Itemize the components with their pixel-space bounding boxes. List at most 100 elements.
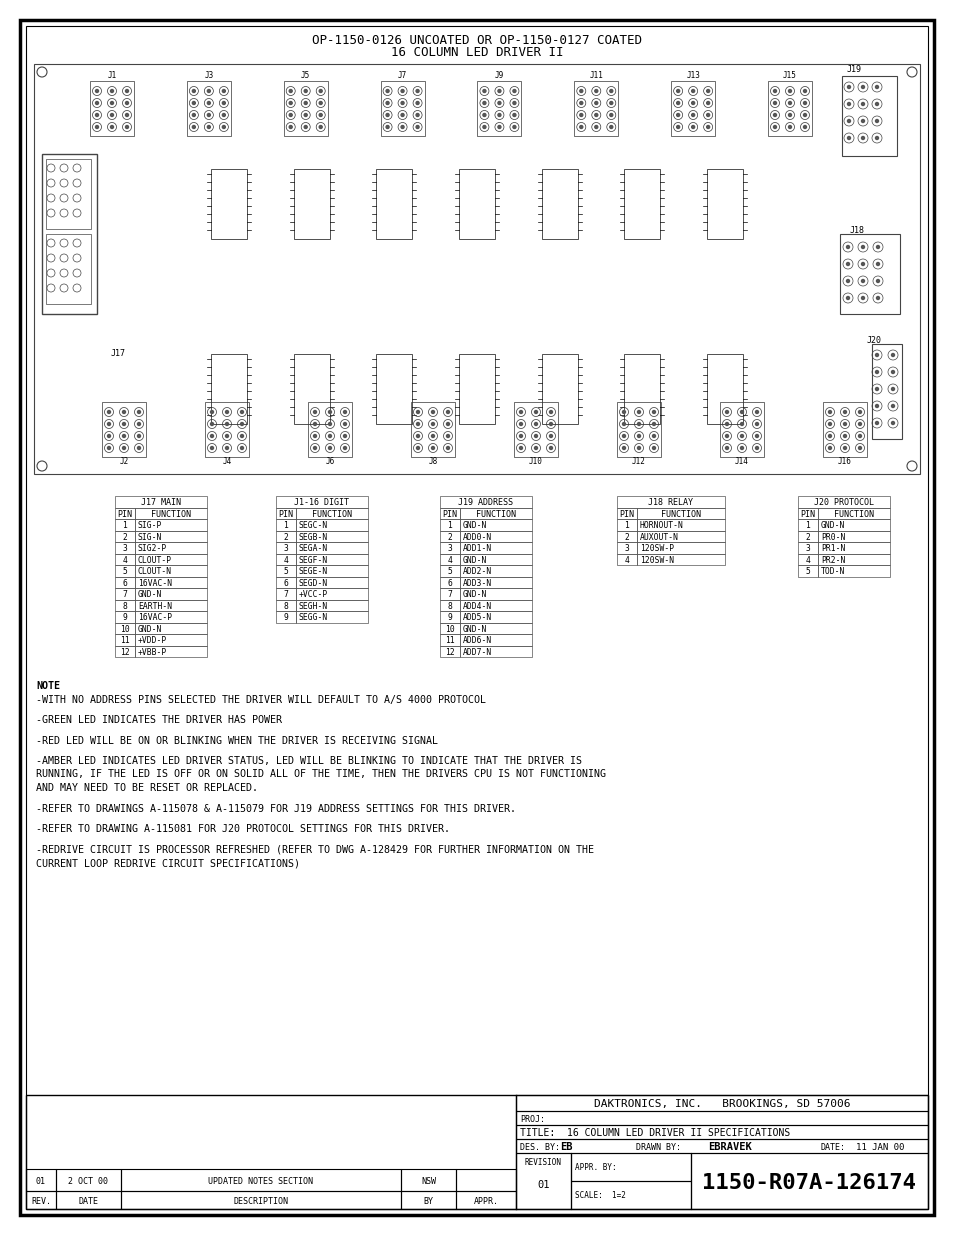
Circle shape [676, 89, 679, 93]
Bar [275, 564, 295, 577]
Circle shape [802, 101, 805, 105]
Text: 10: 10 [120, 625, 130, 634]
Text: 9: 9 [122, 614, 128, 622]
Text: J19: J19 [846, 65, 862, 74]
Text: J6: J6 [325, 457, 335, 466]
Circle shape [652, 410, 655, 414]
Circle shape [594, 126, 598, 128]
Bar [135, 508, 207, 519]
Circle shape [858, 410, 861, 414]
Circle shape [637, 410, 639, 414]
Text: 12: 12 [120, 647, 130, 657]
Circle shape [211, 435, 213, 437]
Circle shape [579, 114, 582, 116]
Circle shape [827, 435, 831, 437]
Bar [459, 611, 532, 622]
Circle shape [724, 447, 728, 450]
Text: J8: J8 [428, 457, 437, 466]
Circle shape [386, 114, 389, 116]
Text: ADD6-N: ADD6-N [462, 636, 492, 645]
Circle shape [416, 101, 418, 105]
Text: SEGA-N: SEGA-N [298, 545, 328, 553]
Circle shape [740, 410, 742, 414]
Bar [817, 564, 889, 577]
Bar [767, 82, 811, 136]
Bar [516, 1139, 927, 1153]
Bar [26, 1095, 927, 1209]
Text: -AMBER LED INDICATES LED DRIVER STATUS, LED WILL BE BLINKING TO INDICATE THAT TH: -AMBER LED INDICATES LED DRIVER STATUS, … [36, 756, 581, 766]
Circle shape [126, 114, 129, 116]
Text: PR0-N: PR0-N [821, 532, 844, 542]
Text: 1150-R07A-126174: 1150-R07A-126174 [701, 1173, 916, 1193]
Text: PR2-N: PR2-N [821, 556, 844, 564]
Bar [275, 599, 295, 611]
Circle shape [222, 114, 225, 116]
Circle shape [845, 263, 848, 266]
Text: J4: J4 [222, 457, 232, 466]
Text: 4: 4 [122, 556, 128, 564]
Bar [459, 577, 532, 588]
Bar [135, 531, 207, 542]
Text: 5: 5 [122, 567, 128, 577]
Text: J14: J14 [735, 457, 748, 466]
Circle shape [858, 447, 861, 450]
Text: 2: 2 [804, 532, 810, 542]
Bar [574, 82, 618, 136]
Bar [720, 403, 763, 457]
Circle shape [108, 435, 111, 437]
Circle shape [802, 89, 805, 93]
Bar [439, 519, 459, 531]
Bar [459, 588, 532, 599]
Circle shape [386, 126, 389, 128]
Text: PR1-N: PR1-N [821, 545, 844, 553]
Bar [56, 1191, 121, 1209]
Circle shape [122, 410, 126, 414]
Bar [439, 508, 459, 519]
Text: 3: 3 [122, 545, 128, 553]
Circle shape [876, 246, 879, 248]
Bar [115, 496, 207, 508]
Circle shape [676, 114, 679, 116]
Bar [115, 519, 135, 531]
Circle shape [482, 89, 485, 93]
Bar [571, 1181, 690, 1209]
Text: CURRENT LOOP REDRIVE CIRCUIT SPECIFICATIONS): CURRENT LOOP REDRIVE CIRCUIT SPECIFICATI… [36, 858, 299, 868]
Bar [459, 508, 532, 519]
Circle shape [211, 447, 213, 450]
Text: PIN: PIN [800, 510, 815, 519]
Text: ADD4-N: ADD4-N [462, 601, 492, 611]
Bar [115, 542, 135, 553]
Bar [439, 588, 459, 599]
Text: DATE:: DATE: [821, 1142, 845, 1151]
Circle shape [637, 435, 639, 437]
Circle shape [622, 435, 625, 437]
Circle shape [890, 405, 894, 408]
Bar [115, 531, 135, 542]
Circle shape [207, 126, 211, 128]
Bar [459, 531, 532, 542]
Text: GND-N: GND-N [138, 590, 162, 599]
Circle shape [890, 421, 894, 425]
Text: EB: EB [559, 1142, 572, 1152]
Text: AUXOUT-N: AUXOUT-N [639, 532, 679, 542]
Circle shape [207, 101, 211, 105]
Circle shape [240, 410, 243, 414]
Bar [797, 519, 817, 531]
Circle shape [431, 447, 434, 450]
Circle shape [594, 89, 598, 93]
Text: 01: 01 [36, 1177, 46, 1186]
Text: 2: 2 [447, 532, 452, 542]
Circle shape [416, 447, 419, 450]
Text: J11: J11 [589, 72, 602, 80]
Bar [135, 646, 207, 657]
Circle shape [343, 447, 346, 450]
Text: 11 JAN 00: 11 JAN 00 [855, 1142, 903, 1151]
Bar [135, 564, 207, 577]
Bar [115, 508, 135, 519]
Bar [102, 403, 146, 457]
Bar [211, 169, 247, 240]
Bar [439, 611, 459, 622]
Circle shape [314, 422, 316, 426]
Text: EARTH-N: EARTH-N [138, 601, 172, 611]
Circle shape [788, 101, 791, 105]
